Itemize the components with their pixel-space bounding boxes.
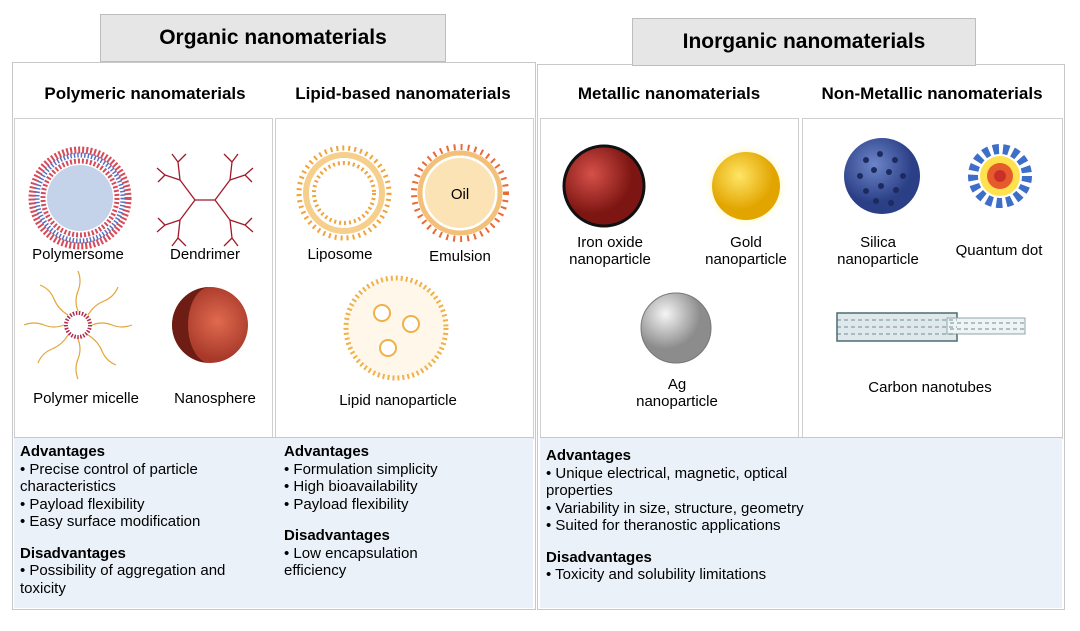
polymeric-box (14, 118, 273, 439)
inorganic-advantages-area (540, 437, 1062, 608)
heading: Disadvantages (284, 527, 390, 544)
point: • Payload flexibility (284, 495, 409, 513)
heading: Advantages (546, 447, 632, 464)
group-title: Lipid-based nanomaterials (295, 84, 511, 103)
quantum-dot-icon (968, 144, 1032, 208)
ag-icon (640, 292, 712, 364)
micelle-icon (23, 270, 133, 380)
organic-advantages-area (14, 437, 533, 608)
item-label: Nanosphere (174, 390, 256, 407)
group-title: Metallic nanomaterials (577, 84, 761, 103)
emulsion-icon: Oil (411, 144, 509, 242)
heading: Advantages (20, 443, 106, 460)
item-label: Polymersome (32, 246, 124, 263)
point: • Possibility of aggregation and toxicit… (20, 562, 226, 597)
advantages-block: Advantages • Precise control of particle… (20, 443, 265, 597)
iron-oxide-icon (562, 144, 646, 228)
point: • Payload flexibility (20, 495, 145, 513)
item-label: Lipid nanoparticle (339, 392, 457, 409)
lipid-nanoparticle-icon (343, 275, 449, 381)
point: • Toxicity and solubility limitations (546, 566, 767, 583)
heading: Advantages (284, 443, 370, 460)
item-label: Dendrimer (169, 246, 241, 263)
group-title: Non-Metallic nanomaterials (821, 84, 1043, 103)
item-label: Gold nanoparticle (705, 234, 787, 268)
advantages-block: Advantages • Unique electrical, magnetic… (546, 447, 851, 584)
organic-panel (12, 62, 536, 610)
item-label: Emulsion (429, 248, 491, 265)
carbon-nanotube-icon (836, 312, 1026, 342)
point: • Low encapsulation efficiency (284, 544, 418, 580)
advantages-block: Advantages • Formulation simplicity • Hi… (284, 443, 484, 580)
polymersome-icon (28, 146, 132, 250)
emulsion-core-label: Oil (451, 186, 469, 203)
item-label: Quantum dot (955, 242, 1043, 259)
point: • Easy surface modification (20, 513, 201, 530)
point: • Formulation simplicity (284, 460, 438, 478)
item-label: Polymer micelle (33, 390, 139, 407)
group-title: Polymeric nanomaterials (44, 84, 246, 103)
item-label: Liposome (307, 246, 373, 263)
point: • Variability in size, structure, geomet… (546, 499, 804, 517)
gold-icon (702, 142, 790, 230)
point: • Unique electrical, magnetic, optical p… (546, 464, 788, 500)
item-label: Iron oxide nanoparticle (569, 234, 651, 268)
liposome-icon (296, 145, 392, 241)
heading: Disadvantages (20, 544, 126, 562)
organic-title: Organic nanomaterials (100, 14, 446, 62)
item-label: Carbon nanotubes (868, 379, 992, 396)
dendrimer-icon (156, 153, 254, 247)
silica-icon (844, 138, 920, 214)
inorganic-title: Inorganic nanomaterials (632, 18, 976, 66)
point: • High bioavailability (284, 478, 418, 495)
item-label: Silica nanoparticle (837, 234, 919, 268)
heading: Disadvantages (546, 548, 652, 566)
item-label: Ag nanoparticle (636, 376, 718, 410)
nanosphere-icon (172, 287, 248, 363)
point: • Precise control of particle characteri… (20, 460, 198, 496)
point: • Suited for theranostic applications (546, 517, 781, 534)
